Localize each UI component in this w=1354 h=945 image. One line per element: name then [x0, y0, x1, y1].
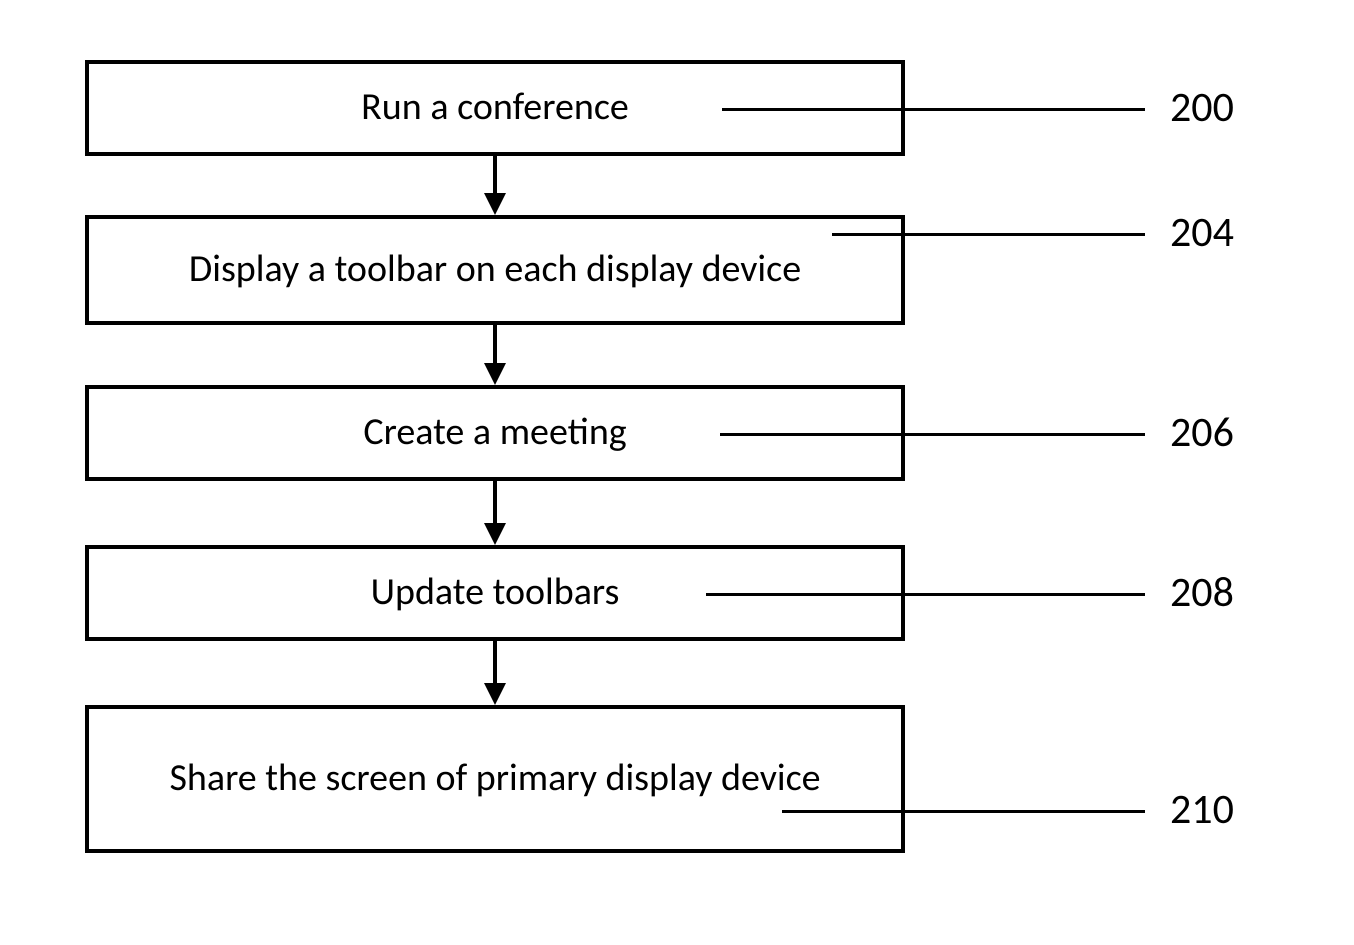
arrow-head-1	[484, 363, 506, 385]
ref-label-208: 208	[1170, 567, 1234, 618]
ref-label-206: 206	[1170, 407, 1234, 458]
step-label: Create a meeting	[363, 411, 626, 455]
step-label: Display a toolbar on each display device	[189, 248, 801, 292]
ref-connector-208	[706, 593, 1145, 596]
arrow-head-0	[484, 193, 506, 215]
ref-connector-210	[782, 810, 1145, 813]
arrow-head-3	[484, 683, 506, 705]
arrow-line-2	[493, 481, 497, 523]
ref-connector-206	[720, 433, 1145, 436]
arrow-line-3	[493, 641, 497, 683]
step-label: Run a conference	[361, 86, 629, 130]
ref-connector-204	[832, 233, 1145, 236]
flowchart-step-204: Display a toolbar on each display device	[85, 215, 905, 325]
arrow-line-0	[493, 156, 497, 193]
ref-label-210: 210	[1170, 784, 1234, 835]
arrow-line-1	[493, 325, 497, 363]
flowchart-step-210: Share the screen of primary display devi…	[85, 705, 905, 853]
step-label: Update toolbars	[371, 571, 620, 615]
ref-label-200: 200	[1170, 82, 1234, 133]
ref-connector-200	[722, 108, 1145, 111]
ref-label-204: 204	[1170, 207, 1234, 258]
arrow-head-2	[484, 523, 506, 545]
step-label: Share the screen of primary display devi…	[169, 757, 820, 801]
